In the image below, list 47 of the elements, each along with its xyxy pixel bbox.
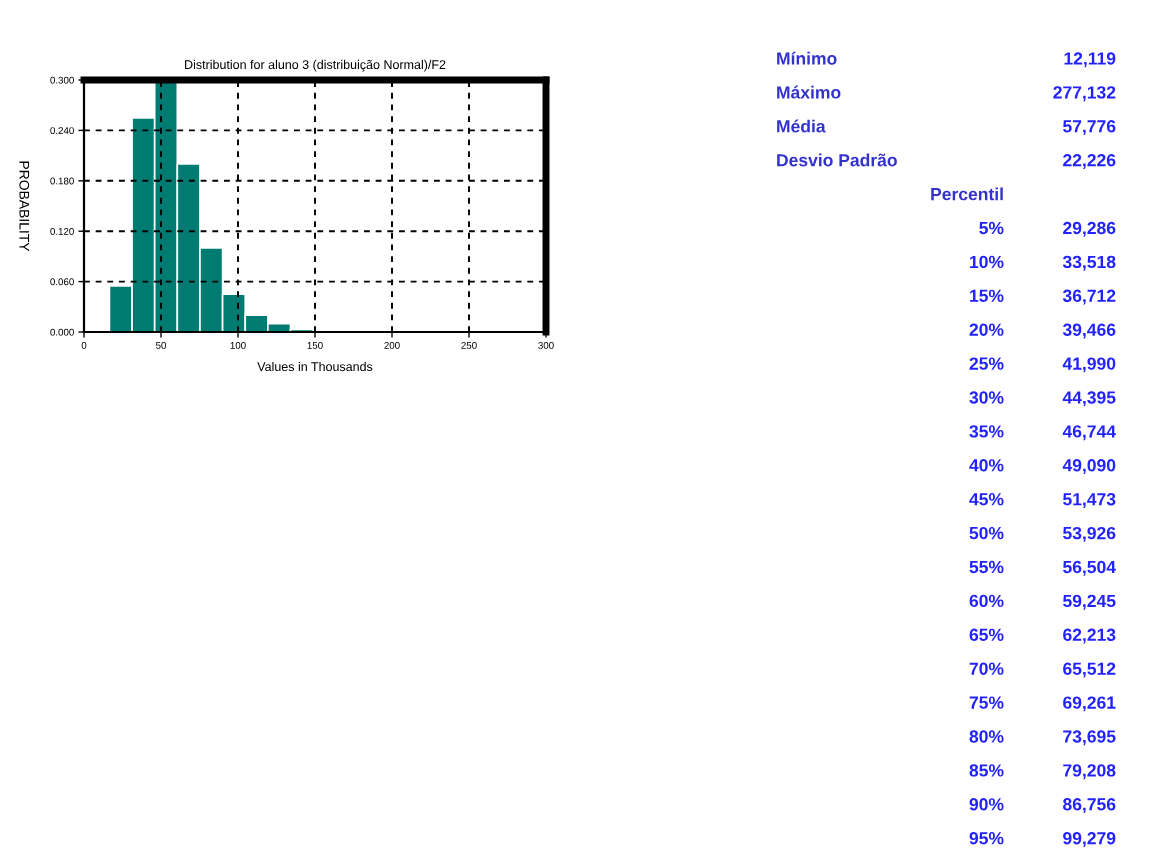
text: 62,213 <box>1063 628 1116 644</box>
text: 90% <box>969 798 1004 811</box>
text: 46,744 <box>1062 425 1116 441</box>
text: Desvio Padrão <box>777 153 897 167</box>
text: 5% <box>979 221 1004 235</box>
text: 56,504 <box>1063 560 1116 576</box>
text: 60% <box>969 594 1004 608</box>
text: 80% <box>969 730 1004 743</box>
text: 10% <box>970 255 1004 269</box>
text: 95% <box>969 832 1004 845</box>
text: 73,695 <box>1063 730 1116 746</box>
text: 59,245 <box>1063 594 1116 610</box>
text: Média <box>777 119 826 133</box>
text: 30% <box>969 391 1004 404</box>
text: 45% <box>969 493 1004 506</box>
text: 65% <box>969 628 1004 641</box>
text: 79,208 <box>1063 764 1116 780</box>
text: 65,512 <box>1063 662 1116 678</box>
text: 53,926 <box>1063 526 1116 542</box>
text: Percentil <box>931 187 1003 201</box>
text: 85% <box>969 764 1004 777</box>
text: 35% <box>969 425 1004 438</box>
text: 29,286 <box>1063 221 1116 237</box>
text: 86,756 <box>1063 798 1116 814</box>
text: 99,279 <box>1063 832 1116 847</box>
text: 50% <box>969 526 1004 540</box>
text: Máximo <box>777 85 841 99</box>
text: 41,990 <box>1062 357 1116 373</box>
text: 22,226 <box>1063 154 1116 169</box>
text: 44,395 <box>1062 391 1116 407</box>
text: 20% <box>969 323 1004 336</box>
text: 49,090 <box>1062 459 1116 475</box>
text: 75% <box>969 696 1004 709</box>
text: 15% <box>970 289 1004 302</box>
text: 40% <box>969 459 1004 472</box>
text: 33,518 <box>1062 255 1116 271</box>
text: 277,132 <box>1053 86 1116 102</box>
text: 51,473 <box>1063 493 1116 508</box>
text: Mínimo <box>777 51 837 65</box>
text: 39,466 <box>1062 323 1116 339</box>
text: 69,261 <box>1063 696 1116 712</box>
text: 55% <box>969 560 1004 574</box>
text: 12,119 <box>1064 52 1116 68</box>
text: 57,776 <box>1063 120 1116 136</box>
text: 70% <box>969 662 1004 675</box>
text: 36,712 <box>1062 289 1116 305</box>
text: 25% <box>969 357 1004 370</box>
